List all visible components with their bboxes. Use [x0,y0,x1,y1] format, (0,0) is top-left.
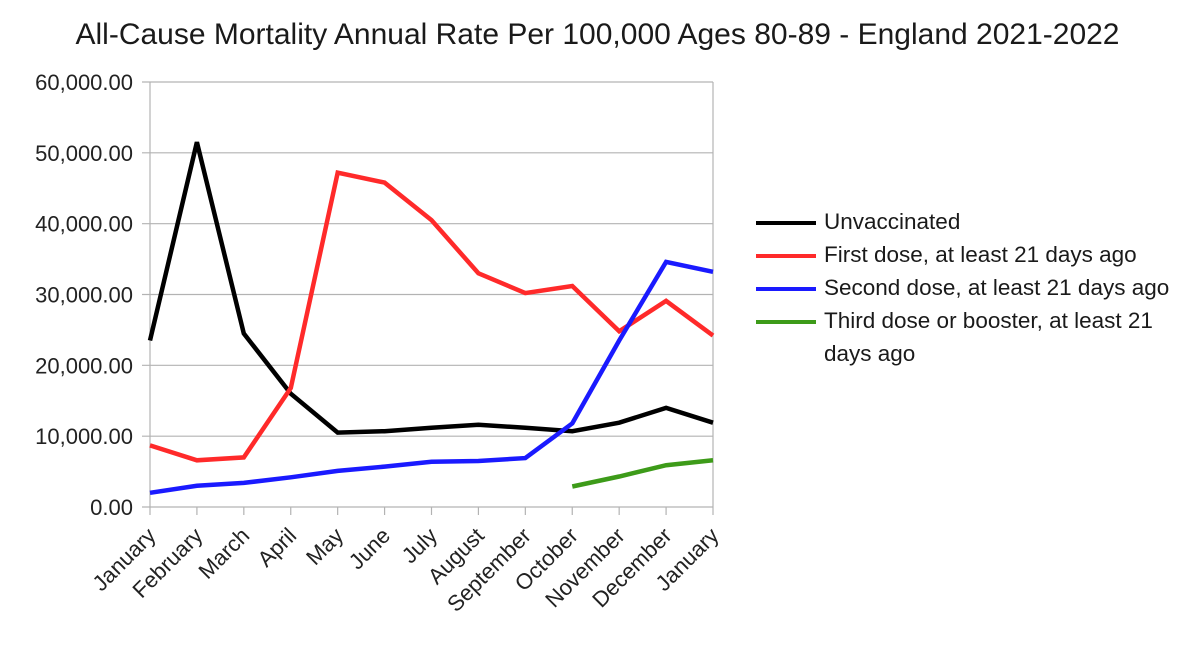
series-line-1 [147,141,714,435]
grid-lines [142,81,713,508]
chart-title: All-Cause Mortality Annual Rate Per 100,… [75,18,1120,51]
legend-swatch [756,287,816,291]
y-tick-label: 50,000.00 [35,141,133,166]
x-tick-label: May [301,523,348,570]
legend: Unvaccinated First dose, at least 21 days… [756,205,1186,370]
legend-label: Second dose, at least 21 days ago [824,275,1170,300]
legend-item: Third dose or booster, at least 21 days … [756,304,1186,370]
x-tick-label: June [344,523,395,574]
legend-item: First dose, at least 21 days ago [756,238,1186,271]
legend-swatch [756,221,816,225]
legend-item: Unvaccinated [756,205,1186,238]
y-tick-label: 30,000.00 [35,283,133,308]
plot-frame [149,82,714,515]
legend-swatch [756,320,816,324]
series-line-2 [149,170,715,463]
series-line-3 [149,259,714,496]
x-tick-label: April [252,523,301,572]
y-tick-label: 60,000.00 [35,70,133,95]
legend-item: Second dose, at least 21 days ago [756,271,1186,304]
legend-label: First dose, at least 21 days ago [824,242,1137,267]
legend-swatch [756,254,816,258]
series-lines [147,141,715,496]
y-tick-label: 10,000.00 [35,424,133,449]
legend-label: Third dose or booster, at least 21 days … [824,308,1153,366]
legend-label: Unvaccinated [824,209,961,234]
x-tick-label: March [193,523,254,584]
y-tick-label: 40,000.00 [35,212,133,237]
series-line-4 [571,458,714,489]
y-axis-tick-labels: 0.00 10,000.00 20,000.00 30,000.00 40,000.00… [35,70,133,520]
y-tick-label: 20,000.00 [35,353,133,378]
y-tick-label: 0.00 [90,495,133,520]
